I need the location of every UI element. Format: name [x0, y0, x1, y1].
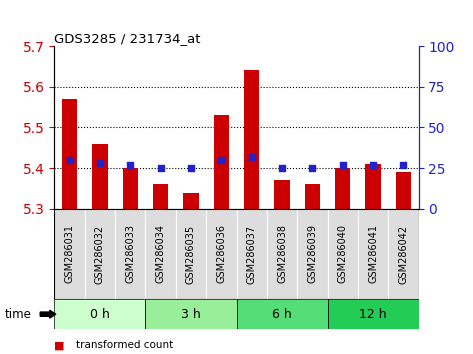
Bar — [153, 184, 168, 209]
Text: 12 h: 12 h — [359, 308, 387, 321]
Bar — [214, 115, 229, 209]
Point — [66, 157, 73, 163]
Bar — [54, 299, 146, 329]
Bar — [145, 209, 176, 299]
Bar — [358, 209, 388, 299]
Text: GSM286031: GSM286031 — [65, 224, 75, 284]
Text: 0 h: 0 h — [90, 308, 110, 321]
Bar — [274, 180, 289, 209]
Bar — [305, 184, 320, 209]
Bar — [123, 168, 138, 209]
Bar — [176, 209, 206, 299]
Point — [218, 157, 225, 163]
Bar — [267, 209, 297, 299]
Point — [339, 162, 347, 168]
Text: GSM286032: GSM286032 — [95, 224, 105, 284]
Bar — [206, 209, 236, 299]
Text: GSM286033: GSM286033 — [125, 224, 135, 284]
Bar — [85, 209, 115, 299]
Bar — [62, 99, 77, 209]
Bar — [396, 172, 411, 209]
Text: GSM286036: GSM286036 — [216, 224, 226, 284]
Text: GSM286041: GSM286041 — [368, 224, 378, 284]
Text: GSM286040: GSM286040 — [338, 224, 348, 284]
Text: GSM286038: GSM286038 — [277, 224, 287, 284]
Point — [157, 165, 165, 171]
Point — [248, 154, 255, 160]
Text: transformed count: transformed count — [76, 340, 173, 350]
Bar — [366, 164, 381, 209]
Text: GSM286034: GSM286034 — [156, 224, 166, 284]
Point — [308, 165, 316, 171]
Bar — [388, 209, 419, 299]
Text: GSM286042: GSM286042 — [398, 224, 408, 284]
Text: GDS3285 / 231734_at: GDS3285 / 231734_at — [54, 32, 201, 45]
Bar — [236, 209, 267, 299]
Text: 3 h: 3 h — [181, 308, 201, 321]
Bar — [327, 209, 358, 299]
Bar — [145, 299, 236, 329]
Point — [126, 162, 134, 168]
Bar — [54, 209, 85, 299]
Text: 6 h: 6 h — [272, 308, 292, 321]
Text: GSM286039: GSM286039 — [307, 224, 317, 284]
Bar — [115, 209, 146, 299]
Bar — [184, 193, 199, 209]
Bar — [92, 144, 107, 209]
Text: ■: ■ — [54, 340, 65, 350]
Point — [400, 162, 407, 168]
Bar — [297, 209, 327, 299]
Bar — [335, 168, 350, 209]
Text: time: time — [5, 308, 32, 321]
Bar — [244, 70, 259, 209]
Point — [187, 165, 195, 171]
Bar — [327, 299, 419, 329]
Text: GSM286035: GSM286035 — [186, 224, 196, 284]
Point — [369, 162, 377, 168]
Bar — [236, 299, 327, 329]
Point — [278, 165, 286, 171]
Point — [96, 160, 104, 166]
Text: GSM286037: GSM286037 — [247, 224, 257, 284]
